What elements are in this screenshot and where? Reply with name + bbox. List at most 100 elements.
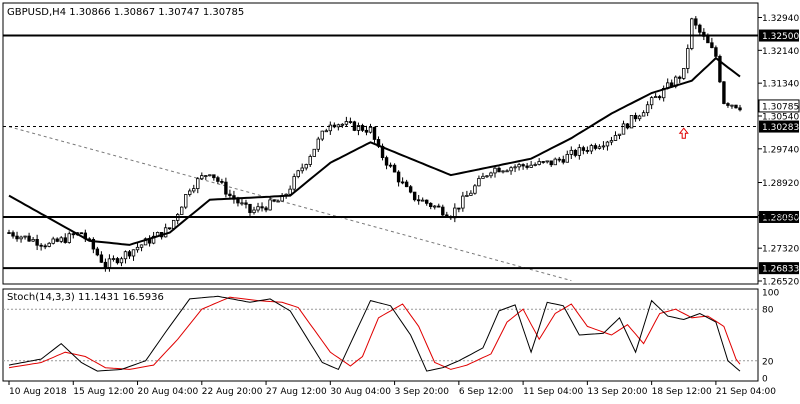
candle-body: [91, 239, 96, 250]
candle-body: [224, 181, 228, 195]
time-tick-label: 20 Aug 04:00: [138, 387, 199, 397]
candle-body: [726, 103, 730, 106]
candle-body: [188, 190, 192, 195]
candle-body: [308, 156, 312, 165]
price-tick-label: 1.32140: [762, 47, 799, 57]
candle-body: [143, 238, 148, 246]
candle-body: [103, 261, 108, 268]
candle-body: [573, 149, 578, 156]
oscillator-panel: [2, 288, 759, 382]
candle-body: [457, 207, 461, 210]
candle-body: [220, 180, 224, 183]
candle-body: [404, 181, 409, 188]
candle-body: [19, 236, 23, 240]
candle-body: [541, 161, 545, 163]
price-tick-label: 1.30540: [762, 113, 799, 123]
candle-body: [15, 235, 19, 240]
candle-body: [23, 235, 27, 238]
candle-body: [425, 199, 429, 204]
candle-body: [304, 164, 308, 169]
candle-body: [368, 126, 373, 133]
candle-body: [653, 96, 658, 99]
candle-body: [649, 97, 654, 106]
candle-body: [79, 232, 84, 235]
candle-body: [605, 141, 610, 147]
level-label: 1.30283: [762, 123, 799, 133]
candle-body: [67, 233, 71, 243]
candle-body: [722, 81, 726, 104]
candle-body: [300, 167, 304, 172]
candle-body: [192, 188, 196, 192]
candle-body: [360, 125, 365, 131]
candle-body: [180, 206, 184, 215]
candle-body: [433, 205, 437, 208]
candle-body: [625, 123, 630, 129]
candle-body: [31, 239, 35, 242]
time-tick-label: 22 Aug 20:00: [202, 387, 263, 397]
candle-body: [493, 167, 497, 174]
candle-body: [216, 177, 220, 182]
candle-body: [135, 246, 140, 251]
candle-body: [51, 238, 55, 244]
candle-body: [256, 206, 260, 211]
level-label-box: [759, 262, 799, 275]
horizontal-levels: 1.32500 1.30283 1.28080 1.26833 1.30785: [3, 29, 800, 275]
oscillator-tick-label: 80: [762, 306, 774, 316]
candles: [7, 16, 742, 272]
candle-body: [372, 126, 377, 140]
candle-body: [529, 164, 533, 168]
candle-body: [47, 242, 51, 247]
oscillator-label: Stoch(14,3,3) 11.1431 16.5936: [7, 292, 164, 303]
moving-average-line: [8, 56, 741, 246]
time-tick-label: 30 Aug 04:00: [330, 387, 391, 397]
candle-body: [629, 115, 634, 129]
candle-body: [248, 203, 252, 213]
candle-body: [107, 258, 112, 268]
candle-body: [200, 175, 204, 180]
candle-body: [461, 195, 465, 209]
candle-body: [734, 104, 738, 109]
trendline[interactable]: [8, 126, 572, 282]
candle-body: [489, 172, 493, 177]
time-tick-label: 13 Sep 20:00: [587, 387, 647, 397]
candle-body: [43, 245, 47, 248]
candle-body: [601, 145, 606, 148]
candle-body: [714, 47, 718, 57]
candle-body: [441, 206, 445, 216]
candle-body: [429, 202, 433, 207]
candle-body: [252, 209, 256, 213]
price-tick-label: 1.32940: [762, 14, 799, 24]
candle-body: [645, 104, 650, 114]
candle-body: [690, 18, 694, 49]
price-tick-label: 1.26520: [762, 278, 799, 288]
candle-body: [537, 161, 541, 165]
candle-body: [698, 24, 702, 33]
oscillator-tick-label: 0: [762, 375, 768, 385]
candle-body: [682, 68, 686, 79]
time-tick-label: 11 Sep 04:00: [523, 387, 583, 397]
candle-body: [59, 237, 63, 242]
candle-body: [139, 244, 144, 248]
candle-body: [336, 124, 341, 128]
candle-body: [569, 149, 574, 155]
candle-body: [617, 133, 622, 136]
candle-body: [364, 129, 369, 133]
candle-body: [392, 164, 397, 173]
candle-body: [641, 112, 646, 117]
candle-body: [686, 48, 690, 69]
candle-body: [621, 123, 626, 135]
candle-body: [244, 202, 248, 205]
candle-body: [276, 200, 280, 203]
price-tick-label: 1.31340: [762, 80, 799, 90]
price-panel: [2, 2, 759, 285]
candle-body: [469, 192, 473, 196]
candle-body: [477, 178, 481, 187]
candle-body: [167, 227, 172, 230]
up-arrow-icon: [678, 127, 689, 139]
candle-body: [35, 239, 39, 246]
candle-body: [557, 158, 561, 161]
time-tick-label: 3 Sep 20:00: [395, 387, 450, 397]
candle-body: [131, 249, 136, 257]
